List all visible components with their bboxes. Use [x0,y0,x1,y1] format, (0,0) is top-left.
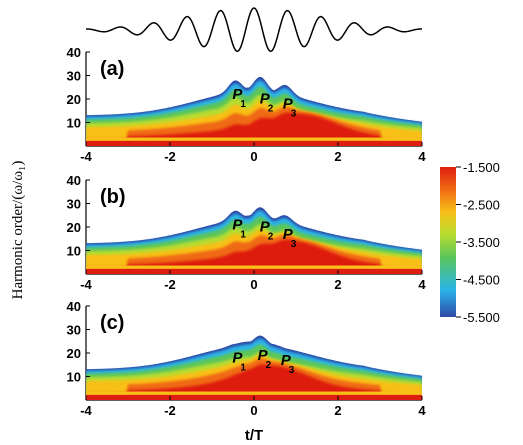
x-tick-label: -4 [80,403,92,418]
y-tick-label: 30 [67,197,81,212]
y-tick-label: 40 [67,299,81,314]
x-tick-label: -2 [164,403,176,418]
heatmap-layers [86,76,422,146]
x-tick-label: 0 [250,403,257,418]
marker-sub-3: 3 [289,365,295,376]
x-tick-label: -4 [80,149,92,164]
colorbar-tick-label: -5.500 [463,310,500,325]
low-order-band-2 [86,391,422,395]
marker-P3: P [283,226,294,243]
y-tick-label: 10 [67,370,81,385]
contour-level-6 [86,364,422,400]
colorbar-gradient [440,167,456,317]
marker-P2: P [258,347,269,364]
colorbar: -1.500 -2.500 -3.500 -4.500 -5.500 [440,160,500,325]
y-axis-label: Harmonic order/(ω/ω₁) [10,161,26,300]
y-tick-label: 20 [67,92,81,107]
marker-P1: P [232,349,243,366]
x-tick-label: 4 [418,403,426,418]
y-tick-label: 10 [67,244,81,259]
y-tick-label: 30 [67,69,81,84]
marker-sub-2: 2 [268,104,274,115]
low-order-band-2 [86,265,422,269]
panel-label: (b) [100,186,126,208]
marker-sub-3: 3 [291,239,297,250]
marker-sub-2: 2 [268,232,274,243]
y-tick-label: 20 [67,220,81,235]
marker-sub-1: 1 [240,99,246,110]
marker-P3: P [283,95,294,112]
x-tick-label: -2 [164,277,176,292]
x-tick-label: 0 [250,149,257,164]
y-tick-label: 30 [67,323,81,338]
marker-P2: P [260,219,271,236]
x-tick-label: -4 [80,277,92,292]
marker-P3: P [281,352,292,369]
marker-P1: P [232,86,243,103]
colorbar-tick-label: -3.500 [463,235,500,250]
y-tick-label: 20 [67,346,81,361]
x-tick-label: 4 [418,277,426,292]
colorbar-tick-label: -4.500 [463,273,500,288]
marker-sub-2: 2 [266,360,272,371]
marker-P1: P [232,216,243,233]
y-tick-label: 40 [67,173,81,188]
contour-level-6 [86,239,422,274]
marker-sub-1: 1 [240,229,246,240]
panel-label: (a) [100,58,124,80]
x-tick-label: 0 [250,277,257,292]
marker-sub-1: 1 [240,362,246,373]
marker-P2: P [260,91,271,108]
x-tick-label: 2 [334,149,341,164]
x-tick-label: 2 [334,277,341,292]
heatmap-layers [86,335,422,400]
y-tick-label: 40 [67,45,81,60]
low-order-band-2 [86,137,422,141]
y-tick-label: 10 [67,116,81,131]
heatmap-layers [86,207,422,274]
x-axis-label: t/T [245,427,263,444]
x-tick-label: -2 [164,149,176,164]
colorbar-tick-label: -2.500 [463,198,500,213]
x-tick-label: 4 [418,149,426,164]
x-tick-label: 2 [334,403,341,418]
panel-label: (c) [100,312,124,334]
colorbar-tick-label: -1.500 [463,160,500,175]
marker-sub-3: 3 [291,108,297,119]
driving-pulse-curve [85,7,423,53]
